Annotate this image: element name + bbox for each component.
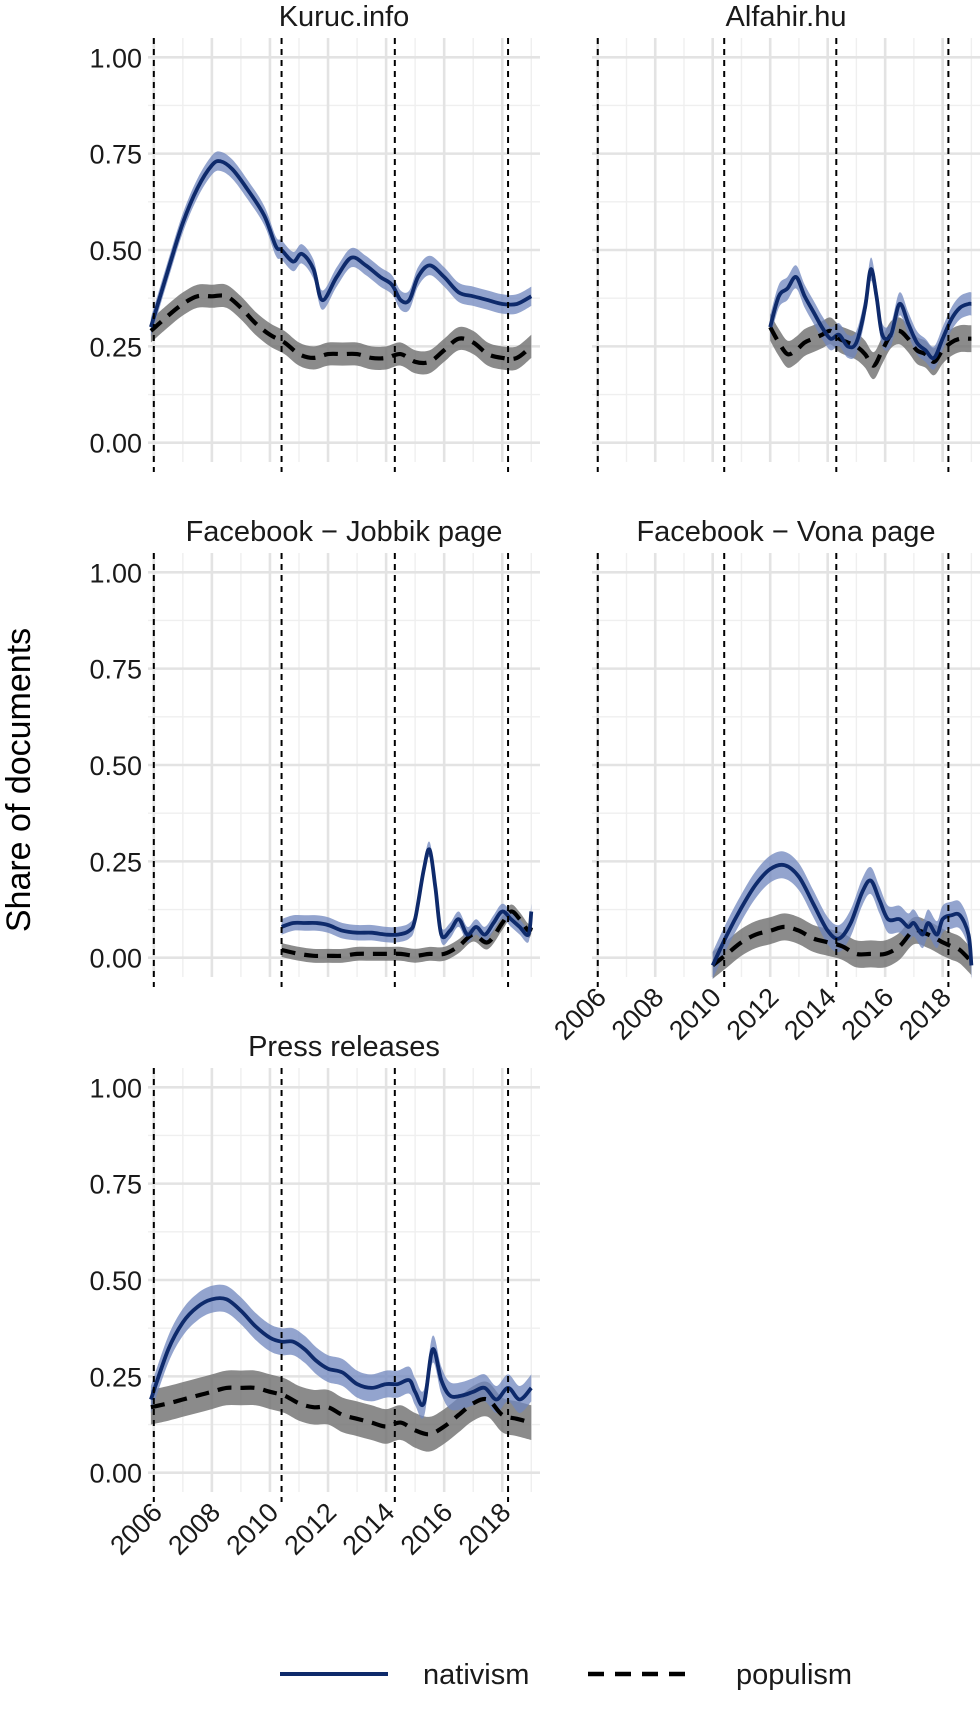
legend-label-nativism: nativism <box>423 1659 529 1691</box>
x-tick-label: 2014 <box>337 1497 401 1561</box>
x-tick-label: 2010 <box>663 982 727 1046</box>
confidence-band-nativism <box>712 851 972 979</box>
y-tick-label: 0.50 <box>89 751 142 781</box>
y-tick-label: 0.00 <box>89 429 142 459</box>
y-tick-label: 0.75 <box>89 140 142 170</box>
y-tick-label: 1.00 <box>89 1073 142 1103</box>
confidence-band-nativism <box>150 151 532 337</box>
series-line-populism <box>149 293 533 366</box>
y-tick-label: 1.00 <box>89 43 142 73</box>
panel-facebook-jobbik-page: Facebook − Jobbik page 0.00 0.25 0.50 0.75 1.… <box>89 516 540 987</box>
y-tick-label: 1.00 <box>89 558 142 588</box>
y-tick-label: 0.00 <box>89 944 142 974</box>
x-tick-label: 2016 <box>836 982 900 1046</box>
x-tick-label: 2012 <box>721 982 785 1046</box>
series-line-populism <box>281 909 534 959</box>
x-tick-label: 2018 <box>453 1497 517 1561</box>
x-tick-label: 2006 <box>548 982 612 1046</box>
legend: nativism populism <box>280 1659 852 1691</box>
series-line-populism <box>711 924 973 968</box>
series-line-nativism <box>768 267 972 361</box>
panel-grid <box>592 553 980 977</box>
series-line-nativism <box>280 847 534 940</box>
x-tick-label: 2006 <box>104 1497 168 1561</box>
panel-title: Facebook − Vona page <box>636 516 935 548</box>
y-tick-label: 0.25 <box>89 1362 142 1392</box>
panel-alfahir-hu: Alfahir.hu <box>592 1 980 472</box>
confidence-band-populism <box>150 1370 532 1452</box>
x-tick-label: 2016 <box>395 1497 459 1561</box>
x-tick-label: 2010 <box>221 1497 285 1561</box>
y-tick-label: 0.50 <box>89 1266 142 1296</box>
y-tick-label: 0.25 <box>89 847 142 877</box>
panel-grid <box>592 38 980 462</box>
panel-title: Facebook − Jobbik page <box>186 516 503 548</box>
panel-grid <box>148 553 540 977</box>
x-tick-label: 2012 <box>279 1497 343 1561</box>
panel-grid <box>148 38 540 462</box>
y-tick-label: 0.75 <box>89 1170 142 1200</box>
series-line-populism <box>768 326 972 368</box>
series-line-nativism <box>149 159 533 328</box>
confidence-band-populism <box>150 283 532 375</box>
y-axis-label: Share of documents <box>0 628 38 932</box>
x-tick-label: 2008 <box>606 982 670 1046</box>
legend-label-populism: populism <box>736 1659 852 1691</box>
panel-title: Alfahir.hu <box>726 1 847 33</box>
confidence-band-nativism <box>281 841 532 946</box>
panel-kuruc-info: Kuruc.info 0.00 0.25 0.50 0.75 1.00 <box>89 1 540 472</box>
y-tick-label: 0.00 <box>89 1459 142 1489</box>
panels-group: Kuruc.info 0.00 0.25 0.50 0.75 1.00 Alfahir.hu… <box>89 1 980 1561</box>
x-tick-label: 2014 <box>778 982 842 1046</box>
x-tick-label: 2018 <box>893 982 957 1046</box>
y-tick-label: 0.50 <box>89 236 142 266</box>
series-line-nativism <box>149 1296 533 1407</box>
y-tick-label: 0.25 <box>89 332 142 362</box>
panel-title: Press releases <box>248 1031 440 1063</box>
panel-title: Kuruc.info <box>279 1 410 33</box>
confidence-band-nativism <box>770 257 972 370</box>
y-tick-label: 0.75 <box>89 655 142 685</box>
x-tick-label: 2008 <box>162 1497 226 1561</box>
panel-press-releases: Press releases0.000.250.500.751.00200620… <box>89 1031 540 1561</box>
panel-facebook-vona-page: Facebook − Vona page 20062008201020122014… <box>548 516 980 1046</box>
series-line-nativism <box>710 862 974 967</box>
